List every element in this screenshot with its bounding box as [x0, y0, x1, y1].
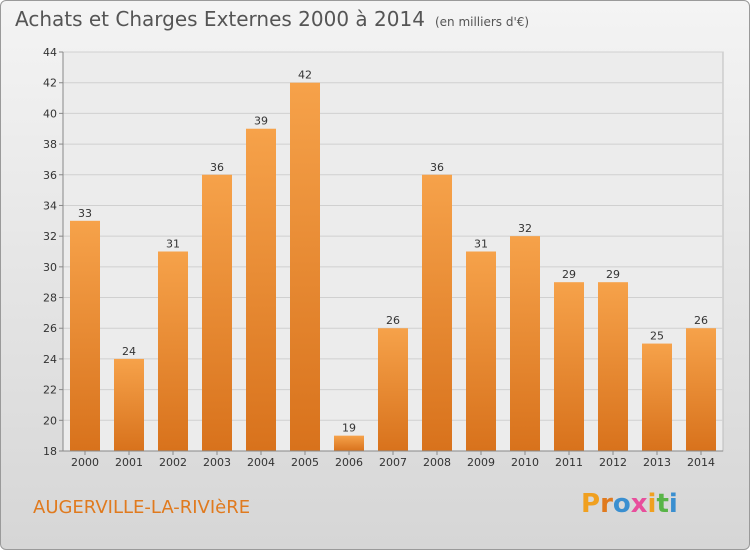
data-label: 26	[694, 314, 708, 327]
bar	[422, 174, 452, 451]
data-label: 29	[606, 268, 620, 281]
data-label: 25	[650, 330, 664, 343]
y-tick-label: 42	[43, 77, 57, 90]
bar	[202, 174, 232, 451]
x-tick-label: 2013	[643, 456, 671, 469]
x-tick-label: 2014	[687, 456, 715, 469]
y-tick-label: 22	[43, 384, 57, 397]
x-tick-label: 2009	[467, 456, 495, 469]
unit-note: (en milliers d'€)	[434, 15, 530, 29]
data-label: 29	[562, 268, 576, 281]
x-tick-label: 2011	[555, 456, 583, 469]
bar	[510, 236, 540, 451]
y-tick-label: 28	[43, 292, 57, 305]
data-label: 31	[474, 238, 488, 251]
x-tick-label: 2008	[423, 456, 451, 469]
x-tick-label: 2000	[71, 456, 99, 469]
data-label: 26	[386, 314, 400, 327]
x-tick-label: 2005	[291, 456, 319, 469]
x-tick-label: 2006	[335, 456, 363, 469]
logo-letter: x	[630, 489, 648, 519]
data-label: 42	[298, 69, 312, 82]
data-label: 36	[430, 161, 444, 174]
y-tick-label: 40	[43, 107, 57, 120]
bar	[598, 282, 628, 451]
bar	[290, 82, 320, 451]
logo-letter: o	[612, 489, 631, 519]
x-tick-label: 2001	[115, 456, 143, 469]
y-tick-label: 20	[43, 414, 57, 427]
bar	[686, 328, 716, 451]
bar	[642, 343, 672, 451]
bar	[554, 282, 584, 451]
x-tick-label: 2002	[159, 456, 187, 469]
y-tick-label: 26	[43, 322, 57, 335]
commune-name: AUGERVILLE-LA-RIVIèRE	[33, 497, 251, 518]
y-tick-label: 30	[43, 261, 57, 274]
chart-title-text: Achats et Charges Externes 2000 à 2014	[15, 7, 425, 31]
data-label: 39	[254, 115, 268, 128]
bar	[70, 220, 100, 451]
x-tick-label: 2004	[247, 456, 275, 469]
y-tick-label: 34	[43, 199, 57, 212]
data-label: 32	[518, 222, 532, 235]
bar	[378, 328, 408, 451]
logo-letter: i	[647, 489, 657, 519]
logo-letter: t	[656, 489, 669, 519]
x-tick-label: 2012	[599, 456, 627, 469]
y-tick-label: 38	[43, 138, 57, 151]
proxiti-logo: Proxiti	[581, 489, 678, 519]
bar	[334, 435, 364, 451]
data-label: 31	[166, 238, 180, 251]
logo-letter: i	[668, 489, 678, 519]
bar	[158, 251, 188, 451]
y-tick-label: 24	[43, 353, 57, 366]
bar	[466, 251, 496, 451]
data-label: 24	[122, 345, 136, 358]
y-tick-label: 44	[43, 46, 57, 59]
data-label: 33	[78, 207, 92, 220]
bar	[114, 358, 144, 451]
data-label: 36	[210, 161, 224, 174]
x-tick-label: 2003	[203, 456, 231, 469]
logo-letter: P	[581, 489, 601, 519]
logo-letter: r	[600, 489, 613, 519]
y-tick-label: 32	[43, 230, 57, 243]
x-tick-label: 2010	[511, 456, 539, 469]
y-tick-label: 18	[43, 445, 57, 458]
chart-title: Achats et Charges Externes 2000 à 2014 (e…	[15, 7, 529, 31]
bar	[246, 128, 276, 451]
y-tick-label: 36	[43, 169, 57, 182]
x-tick-label: 2007	[379, 456, 407, 469]
data-label: 19	[342, 422, 356, 435]
